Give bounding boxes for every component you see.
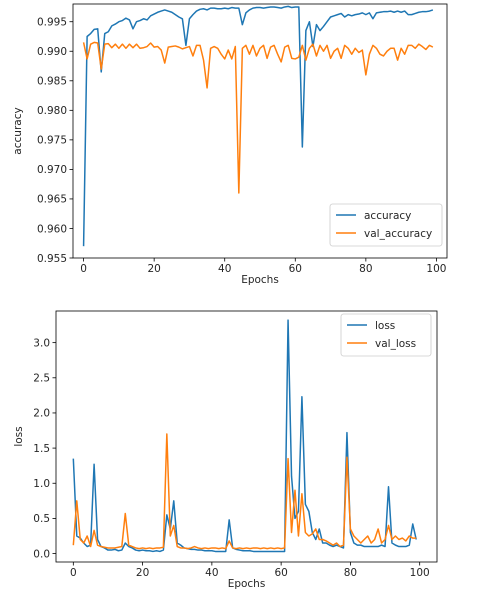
accuracy-y-tick-label: 0.955 xyxy=(37,253,67,265)
loss-y-tick-label: 1.0 xyxy=(33,478,50,490)
accuracy-x-tick-label: 20 xyxy=(147,263,160,275)
accuracy-y-ticks: 0.955 0.960 0.965 0.970 0.975 0.980 0.985 0.990… xyxy=(37,17,73,265)
accuracy-plot-border xyxy=(72,3,448,259)
accuracy-chart: 0 20 40 60 80 100 0.9550.9600.9650.9700.9750.… xyxy=(12,3,448,286)
loss-y-axis-label: loss xyxy=(13,426,25,446)
loss-legend-label-loss: loss xyxy=(375,320,395,332)
accuracy-line-accuracy xyxy=(82,5,434,247)
loss-y-tick-label: 0.0 xyxy=(33,548,50,560)
loss-y-tick-label: 2.5 xyxy=(33,373,50,385)
accuracy-y-tick-label: 0.965 xyxy=(37,194,67,206)
accuracy-y-tick-label: 0.990 xyxy=(37,46,67,58)
loss-y-tick-label: 2.0 xyxy=(33,408,50,420)
loss-x-tick-label: 80 xyxy=(344,567,357,579)
accuracy-axes-frame xyxy=(72,3,448,259)
loss-chart: 0 20 40 60 80 100 0.0 0.5 1.0 1.5 2.0 2.5 3.0 Epoch… xyxy=(13,310,438,590)
accuracy-y-tick-label: 0.980 xyxy=(37,105,67,117)
loss-x-ticks: 0 20 40 60 80 100 xyxy=(70,562,430,579)
accuracy-x-axis-label: Epochs xyxy=(241,274,279,286)
accuracy-x-tick-label: 100 xyxy=(426,263,446,275)
loss-series-lines xyxy=(72,319,417,553)
loss-y-tick-label: 1.5 xyxy=(33,443,50,455)
accuracy-x-ticks: 0 20 40 60 80 100 xyxy=(80,258,446,275)
accuracy-x-tick-label: 60 xyxy=(289,263,302,275)
loss-legend-label-val-loss: val_loss xyxy=(375,338,416,350)
loss-legend: loss val_loss xyxy=(340,313,432,357)
loss-x-axis-label: Epochs xyxy=(228,578,266,590)
accuracy-y-tick-label: 0.995 xyxy=(37,17,67,29)
loss-x-tick-label: 100 xyxy=(410,567,430,579)
accuracy-y-tick-label: 0.960 xyxy=(37,223,67,235)
loss-x-tick-label: 40 xyxy=(205,567,218,579)
loss-line-val-loss xyxy=(72,433,417,550)
loss-x-tick-label: 60 xyxy=(274,567,287,579)
accuracy-y-axis-label: accuracy xyxy=(12,107,24,154)
accuracy-x-tick-label: 40 xyxy=(218,263,231,275)
accuracy-line-val-accuracy xyxy=(82,41,434,194)
accuracy-x-tick-label: 0 xyxy=(80,263,87,275)
loss-x-tick-label: 20 xyxy=(136,567,149,579)
loss-y-tick-label: 3.0 xyxy=(33,337,50,349)
loss-y-tick-label: 0.5 xyxy=(33,513,50,525)
accuracy-legend-label-val-accuracy: val_accuracy xyxy=(364,228,432,240)
accuracy-legend-label-accuracy: accuracy xyxy=(364,210,411,222)
loss-line-loss xyxy=(72,319,417,553)
accuracy-series-lines xyxy=(82,5,434,247)
loss-x-tick-label: 0 xyxy=(70,567,77,579)
accuracy-y-tick-label: 0.985 xyxy=(37,76,67,88)
loss-y-ticks: 0.0 0.5 1.0 1.5 2.0 2.5 3.0 xyxy=(33,337,56,560)
accuracy-y-tick-label: 0.975 xyxy=(37,135,67,147)
accuracy-legend-box xyxy=(329,203,443,247)
accuracy-legend: accuracy val_accuracy xyxy=(329,203,443,247)
accuracy-x-tick-label: 80 xyxy=(359,263,372,275)
loss-plot-border xyxy=(55,310,438,563)
accuracy-y-tick-label: 0.970 xyxy=(37,164,67,176)
loss-axes-frame xyxy=(55,310,438,563)
